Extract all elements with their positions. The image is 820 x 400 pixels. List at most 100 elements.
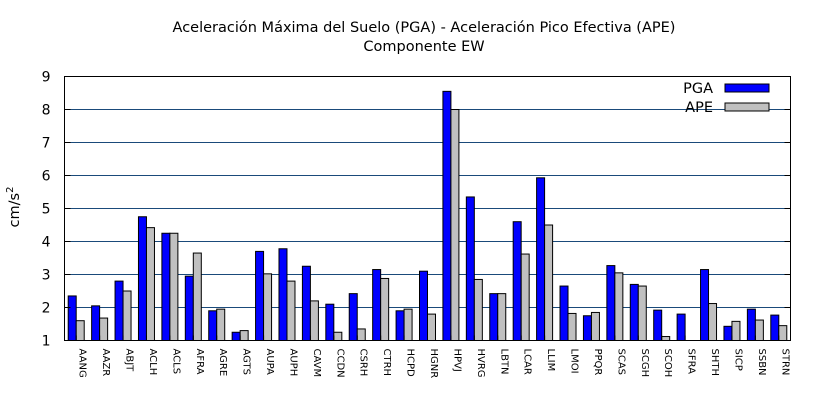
y-tick-label: 4: [42, 235, 51, 251]
bar-pga-aang: [67, 295, 77, 342]
bar-ape-scas: [614, 272, 624, 342]
x-tick-label: ACLH: [147, 349, 158, 376]
x-tick-label: PPQR: [592, 349, 603, 376]
x-tick-label: ACLS: [170, 349, 181, 375]
bar-ape-agts: [239, 330, 249, 342]
legend-swatch-ape: [724, 102, 770, 112]
bars-group: [67, 90, 788, 342]
y-tick-label: 7: [42, 136, 51, 152]
y-axis-label-unit: cm/s: [7, 193, 23, 228]
y-tick-label: 3: [42, 268, 51, 284]
bar-pga-shth: [700, 269, 710, 341]
x-tick-label: SHTH: [709, 349, 720, 377]
legend-label-pga: PGA: [683, 81, 713, 97]
bar-ape-aupa: [263, 273, 273, 341]
bar-ape-lmoi: [567, 312, 577, 342]
bar-pga-aclh: [137, 216, 147, 341]
x-tick-label: SCGH: [639, 349, 650, 378]
x-tick-label: SFRA: [686, 349, 697, 375]
bar-ape-shth: [708, 303, 718, 342]
bar-ape-auph: [286, 280, 296, 342]
bar-pga-llim: [536, 177, 546, 341]
bar-pga-ctrh: [372, 269, 382, 341]
bar-pga-strn: [770, 314, 780, 341]
legend-label-ape: APE: [685, 100, 713, 116]
bar-pga-aupa: [255, 250, 265, 341]
y-tick-label: 6: [42, 169, 51, 185]
bar-pga-aazr: [91, 305, 101, 342]
bar-pga-sfra: [676, 313, 686, 342]
bar-pga-agts: [231, 331, 241, 341]
y-axis-label: cm/s2: [5, 187, 23, 228]
x-tick-label: LCAR: [522, 349, 533, 375]
bar-ape-aclh: [145, 227, 155, 341]
bar-ape-csrh: [356, 328, 366, 342]
bar-pga-ssbn: [746, 308, 756, 341]
bar-ape-cavm: [309, 300, 319, 341]
bar-pga-cavm: [301, 265, 311, 341]
y-tick-label: 2: [42, 301, 51, 317]
bar-pga-hvrg: [465, 196, 475, 341]
bar-ape-scoh: [661, 336, 671, 342]
bar-pga-hcpd: [395, 310, 405, 341]
legend: PGA APE: [683, 81, 770, 116]
bar-ape-lcar: [520, 253, 530, 341]
x-tick-label: CAVM: [311, 349, 322, 378]
bar-pga-hgnr: [419, 270, 428, 342]
bar-pga-scgh: [629, 283, 639, 341]
x-tick-label: LBTN: [498, 349, 509, 375]
gridlines: [64, 109, 791, 308]
y-tick-label: 8: [42, 103, 51, 119]
bar-ape-abjt: [122, 290, 132, 341]
x-tick-label: SCAS: [615, 349, 626, 376]
x-axis-ticks: AANG AAZR ABJT ACLH ACLS AFRA AGRE AGTS AUPA AUPH…: [75, 335, 790, 379]
x-tick-label: CSRH: [358, 349, 369, 377]
bar-pga-agre: [208, 310, 218, 341]
x-tick-label: AUPH: [287, 349, 298, 377]
y-tick-label: 1: [42, 334, 51, 350]
x-tick-label: AFRA: [194, 349, 205, 375]
x-tick-label: STRN: [779, 349, 790, 376]
bar-pga-scoh: [653, 309, 663, 342]
bar-pga-afra: [184, 275, 194, 341]
bar-pga-acls: [161, 232, 171, 341]
bar-pga-scas: [606, 265, 616, 341]
bar-pga-lmoi: [559, 285, 569, 341]
x-tick-label: SSBN: [756, 349, 767, 376]
bar-pga-ppqr: [582, 315, 592, 341]
bar-pga-abjt: [114, 280, 124, 342]
x-tick-label: SICP: [732, 349, 743, 371]
x-tick-label: HGNR: [428, 349, 439, 379]
y-axis-ticks: 1 2 3 4 5 6 7 8 9: [42, 70, 791, 350]
bar-pga-lcar: [512, 221, 522, 341]
bar-ape-llim: [544, 224, 554, 341]
x-tick-label: AGTS: [241, 349, 252, 376]
bar-ape-ccdn: [333, 331, 343, 341]
y-axis-label-exponent: 2: [5, 187, 16, 193]
y-tick-label: 5: [42, 202, 51, 218]
bar-ape-ctrh: [380, 277, 390, 341]
bar-ape-sicp: [731, 320, 741, 341]
bar-ape-lbtn: [497, 293, 507, 342]
bar-pga-ccdn: [325, 303, 335, 342]
bar-pga-lbtn: [489, 293, 499, 342]
x-tick-label: HVRG: [475, 349, 486, 378]
chart-title: Aceleración Máxima del Suelo (PGA) - Ace…: [173, 20, 676, 36]
bar-ape-aang: [75, 320, 85, 342]
bar-pga-hpvj: [442, 90, 452, 341]
x-tick-label: LMOI: [569, 349, 580, 374]
bar-pga-csrh: [348, 293, 358, 342]
legend-swatch-pga: [724, 83, 770, 93]
x-tick-label: CCDN: [334, 349, 345, 378]
bar-ape-ssbn: [754, 319, 764, 342]
y-tick-label: 9: [42, 70, 51, 86]
bar-pga-sicp: [723, 325, 733, 341]
bar-ape-hpvj: [450, 109, 460, 341]
x-tick-label: CTRH: [381, 349, 392, 377]
bar-ape-strn: [778, 325, 788, 341]
bar-ape-afra: [192, 252, 202, 341]
bar-pga-auph: [278, 248, 288, 341]
chart-subtitle: Componente EW: [363, 39, 484, 55]
x-tick-label: AGRE: [217, 349, 228, 377]
